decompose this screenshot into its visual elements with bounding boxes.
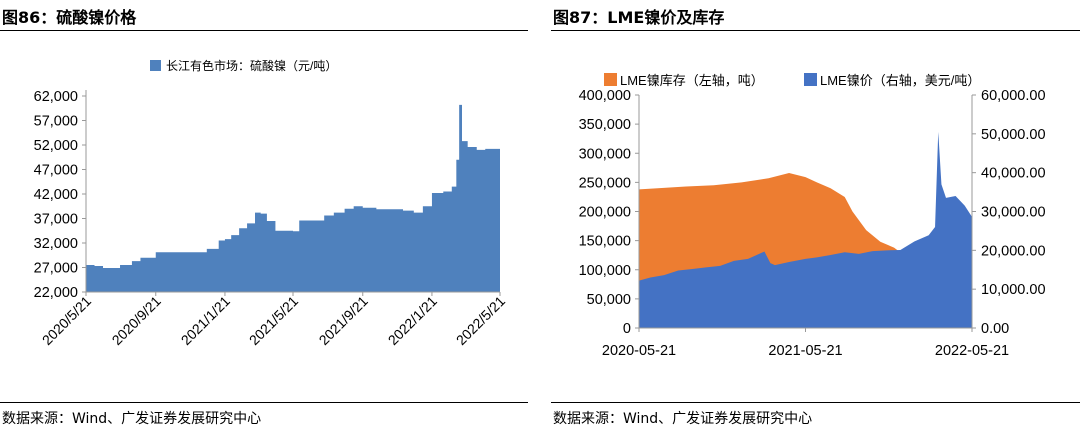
y-tick-label: 37,000 bbox=[34, 212, 78, 228]
x-tick-label: 2022/5/21 bbox=[453, 293, 509, 349]
nickel-sulfate-chart: 62,000 57,000 52,000 47,000 42,000 37,000 32,0… bbox=[34, 58, 509, 349]
y-tick-label: 57,000 bbox=[34, 114, 78, 130]
right-tick-label: 0.00 bbox=[981, 321, 1009, 337]
top-rule bbox=[0, 30, 528, 31]
left-tick-label: 400,000 bbox=[579, 88, 631, 104]
x-tick-label: 2020-05-21 bbox=[602, 343, 676, 359]
y-tick-label: 42,000 bbox=[34, 187, 78, 203]
x-tick-label: 2022-05-21 bbox=[935, 343, 1009, 359]
legend-label: 长江有色市场：硫酸镍（元/吨） bbox=[166, 58, 337, 73]
x-tick-label: 2022/1/21 bbox=[385, 293, 441, 349]
x-tick-label: 2020/9/21 bbox=[109, 293, 165, 349]
figure-86-panel: 图86：硫酸镍价格 62,000 57,000 52,000 47,000 42,000… bbox=[0, 0, 528, 432]
y-tick-label: 62,000 bbox=[34, 89, 78, 105]
lme-nickel-chart: 400,000 350,000 300,000 250,000 200,000 150,0… bbox=[579, 73, 1046, 359]
left-tick-label: 50,000 bbox=[587, 292, 631, 308]
y-tick-label: 32,000 bbox=[34, 236, 78, 252]
source-note: 数据来源：Wind、广发证券发展研究中心 bbox=[2, 411, 262, 427]
figure-87-panel: 图87：LME镍价及库存 400,000 350,000 300,000 250,00… bbox=[551, 0, 1080, 432]
right-tick-label: 60,000.00 bbox=[981, 88, 1046, 104]
legend-swatch-inventory bbox=[604, 73, 617, 86]
right-tick-label: 10,000.00 bbox=[981, 282, 1046, 298]
left-tick-label: 150,000 bbox=[579, 234, 631, 250]
series-area-nickel-sulfate bbox=[86, 104, 500, 292]
y-tick-label: 27,000 bbox=[34, 261, 78, 277]
right-tick-label: 20,000.00 bbox=[981, 243, 1046, 259]
left-tick-label: 300,000 bbox=[579, 146, 631, 162]
left-tick-label: 350,000 bbox=[579, 117, 631, 133]
y-tick-label: 47,000 bbox=[34, 163, 78, 179]
left-tick-label: 0 bbox=[623, 321, 631, 337]
legend-swatch-price bbox=[804, 73, 817, 86]
right-tick-label: 30,000.00 bbox=[981, 205, 1046, 221]
x-tick-label: 2021/9/21 bbox=[316, 293, 372, 349]
left-tick-label: 100,000 bbox=[579, 263, 631, 279]
right-tick-label: 50,000.00 bbox=[981, 127, 1046, 143]
right-tick-label: 40,000.00 bbox=[981, 166, 1046, 182]
legend-label-price: LME镍价（右轴，美元/吨） bbox=[820, 73, 980, 88]
y-tick-label: 52,000 bbox=[34, 138, 78, 154]
left-tick-label: 200,000 bbox=[579, 205, 631, 221]
figure-title: 图86：硫酸镍价格 bbox=[2, 8, 137, 27]
source-note: 数据来源：Wind、广发证券发展研究中心 bbox=[553, 411, 813, 427]
figure-title: 图87：LME镍价及库存 bbox=[553, 8, 725, 27]
series-area-lme-price bbox=[639, 131, 972, 328]
x-tick-label: 2021/5/21 bbox=[246, 293, 302, 349]
left-tick-label: 250,000 bbox=[579, 175, 631, 191]
x-tick-label: 2021-05-21 bbox=[768, 343, 842, 359]
bottom-rule bbox=[551, 402, 1080, 403]
y-tick-label: 22,000 bbox=[34, 285, 78, 301]
top-rule bbox=[551, 30, 1080, 31]
legend-swatch bbox=[150, 60, 161, 71]
bottom-rule bbox=[0, 402, 528, 403]
x-tick-label: 2021/1/21 bbox=[178, 293, 234, 349]
legend-label-inventory: LME镍库存（左轴，吨） bbox=[620, 73, 764, 88]
